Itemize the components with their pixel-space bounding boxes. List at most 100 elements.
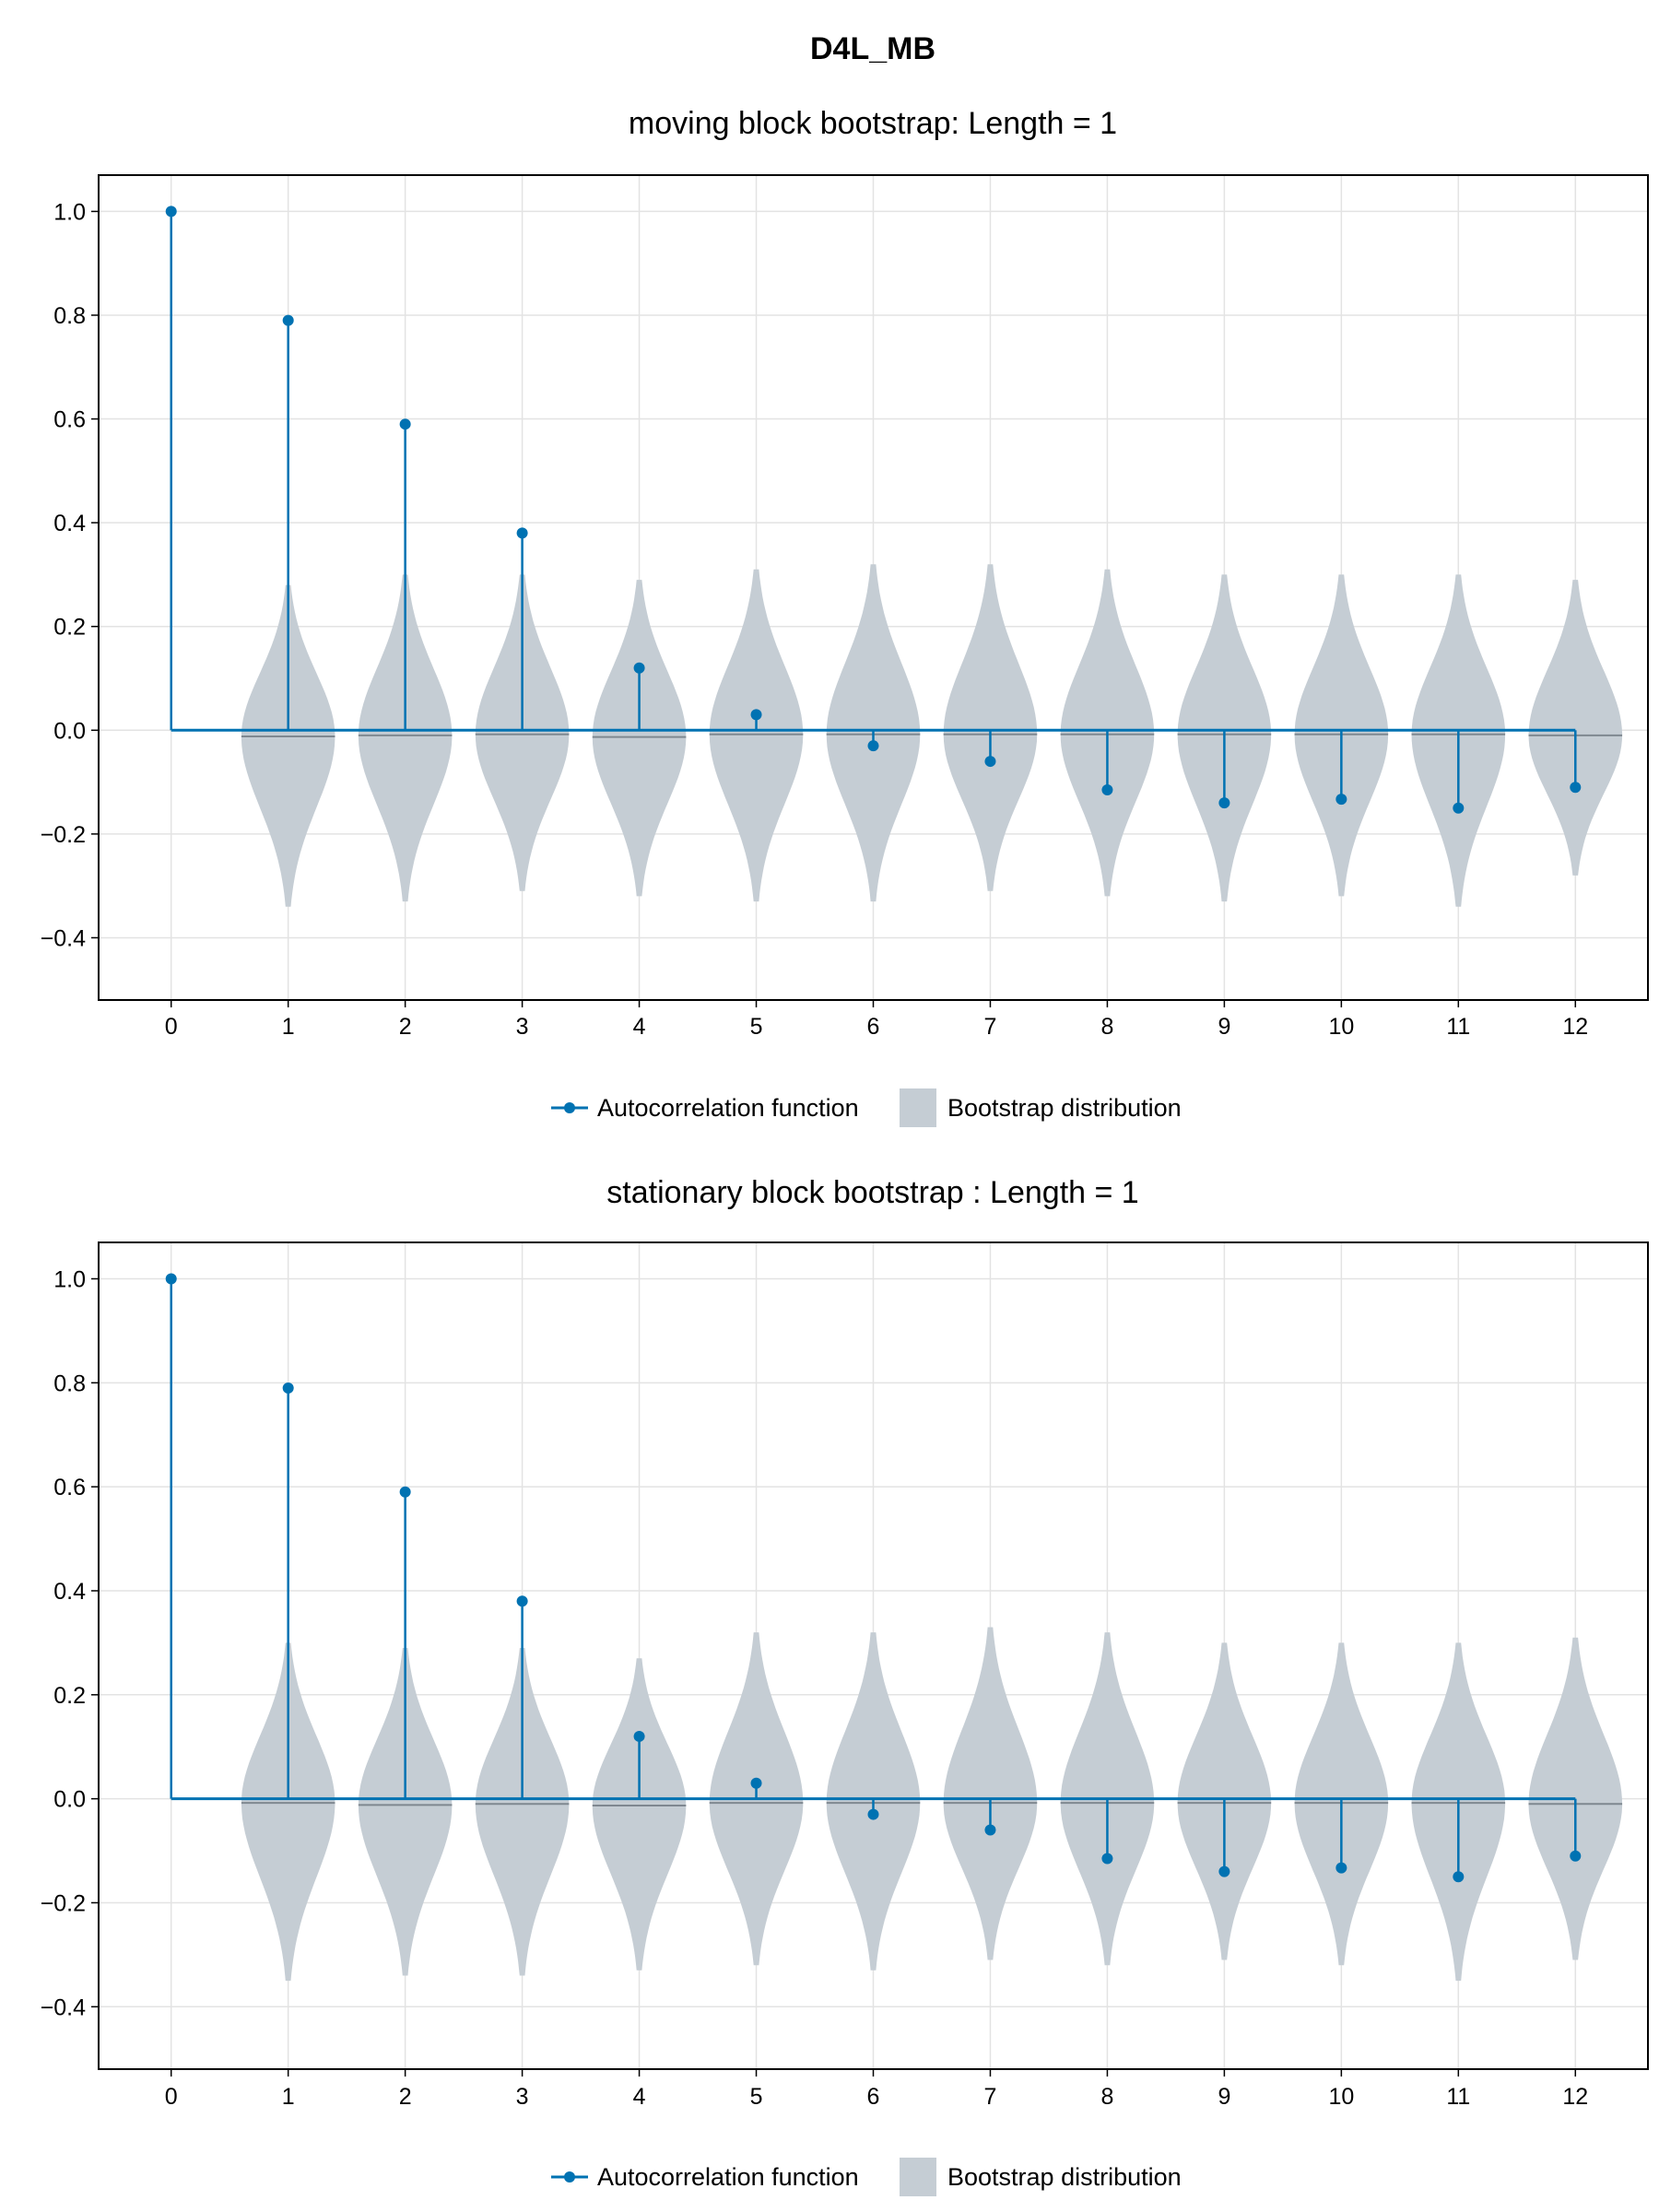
x-tick-label: 5 (750, 2084, 763, 2110)
x-tick-label: 0 (165, 2084, 178, 2110)
y-tick-label: −0.2 (41, 1890, 86, 1916)
y-tick-label: −0.4 (41, 925, 86, 951)
y-tick-label: −0.2 (41, 822, 86, 848)
acf-point-lag-2 (399, 1486, 411, 1498)
acf-point-lag-11 (1453, 802, 1465, 814)
y-tick-label: 0.6 (53, 407, 86, 433)
acf-point-lag-8 (1101, 784, 1113, 796)
acf-point-lag-5 (750, 1777, 762, 1789)
acf-point-lag-1 (282, 314, 294, 326)
acf-point-lag-7 (984, 1824, 996, 1836)
acf-point-lag-8 (1101, 1853, 1113, 1865)
acf-point-lag-6 (867, 1808, 879, 1820)
y-tick-label: 0.6 (53, 1475, 86, 1500)
y-tick-label: 0.2 (53, 615, 86, 641)
acf-point-lag-12 (1570, 782, 1582, 794)
x-tick-label: 9 (1218, 1014, 1230, 1040)
acf-point-lag-2 (399, 418, 411, 430)
x-tick-label: 4 (633, 1014, 646, 1040)
x-tick-label: 7 (984, 2084, 997, 2110)
acf-point-lag-7 (984, 756, 996, 768)
y-tick-label: −0.4 (41, 1994, 86, 2020)
y-tick-label: 0.0 (53, 1787, 86, 1813)
x-tick-label: 2 (399, 2084, 412, 2110)
acf-point-lag-4 (633, 1730, 645, 1742)
acf-point-lag-3 (516, 527, 528, 539)
y-tick-label: 0.2 (53, 1683, 86, 1709)
panel-title: moving block bootstrap: Length = 1 (629, 106, 1117, 141)
acf-point-lag-9 (1218, 1865, 1230, 1877)
legend-acf-marker (564, 2171, 575, 2183)
acf-point-lag-10 (1335, 1862, 1347, 1874)
x-axis: 0 1 2 3 4 5 6 7 8 9 10 11 12 (165, 2069, 1588, 2110)
x-tick-label: 10 (1328, 1014, 1354, 1040)
violin-lag-2 (358, 1648, 453, 1976)
y-tick-label: 1.0 (53, 1266, 86, 1292)
acf-point-lag-4 (633, 662, 645, 674)
acf-point-lag-0 (165, 206, 177, 218)
x-tick-label: 3 (516, 2084, 529, 2110)
acf-point-lag-5 (750, 709, 762, 721)
moving-block-panel: moving block bootstrap: Length = 1−0.4−0… (41, 106, 1649, 1127)
legend-bootstrap-label: Bootstrap distribution (947, 1094, 1182, 1122)
violin-lag-12 (1528, 580, 1623, 876)
acf-point-lag-11 (1453, 1871, 1465, 1883)
x-tick-label: 9 (1218, 2084, 1230, 2110)
stationary-block-panel: stationary block bootstrap : Length = 1 −… (41, 1175, 1649, 2196)
acf-point-lag-12 (1570, 1850, 1582, 1862)
legend-bootstrap-swatch (900, 1088, 936, 1127)
acf-point-lag-0 (165, 1273, 177, 1285)
x-tick-label: 12 (1562, 2084, 1588, 2110)
panel-title: stationary block bootstrap : Length = 1 (606, 1175, 1138, 1210)
violin-lag-3 (475, 574, 570, 891)
violin-lag-5 (709, 569, 804, 902)
acf-series (165, 1273, 1582, 1883)
x-tick-label: 2 (399, 1014, 412, 1040)
y-axis: −0.4 −0.2 0.0 0.2 0.4 0.6 0.8 1.0 (41, 1266, 99, 2020)
legend-bootstrap-swatch (900, 2158, 936, 2196)
acf-point-lag-6 (867, 740, 879, 752)
x-tick-label: 7 (984, 1014, 997, 1040)
legend-bootstrap-label: Bootstrap distribution (947, 2163, 1182, 2191)
legend-acf-label: Autocorrelation function (597, 2163, 859, 2191)
acf-point-lag-1 (282, 1382, 294, 1394)
violin-lag-4 (592, 580, 687, 897)
x-tick-label: 3 (516, 1014, 529, 1040)
y-tick-label: 0.8 (53, 1371, 86, 1396)
acf-point-lag-9 (1218, 797, 1230, 809)
legend-acf-marker (564, 1102, 575, 1113)
y-tick-label: 0.4 (53, 511, 86, 536)
acf-point-lag-10 (1335, 794, 1347, 806)
violin-lag-1 (241, 1642, 335, 1982)
x-tick-label: 12 (1562, 1014, 1588, 1040)
acf-point-lag-3 (516, 1595, 528, 1607)
x-tick-label: 11 (1446, 2084, 1470, 2110)
x-tick-label: 1 (282, 1014, 295, 1040)
violin-lag-2 (358, 574, 453, 902)
x-tick-label: 8 (1100, 1014, 1113, 1040)
acf-series (165, 206, 1582, 814)
x-tick-label: 11 (1446, 1014, 1470, 1040)
legend-acf-label: Autocorrelation function (597, 1094, 859, 1122)
legend: Autocorrelation function Bootstrap distri… (551, 1088, 1182, 1127)
x-tick-label: 10 (1328, 2084, 1354, 2110)
x-tick-label: 1 (282, 2084, 295, 2110)
y-tick-label: 0.8 (53, 303, 86, 329)
violin-lag-3 (475, 1648, 570, 1976)
figure-title: D4L_MB (810, 31, 935, 66)
y-tick-label: 1.0 (53, 199, 86, 225)
y-axis: −0.4 −0.2 0.0 0.2 0.4 0.6 0.8 1.0 (41, 199, 99, 951)
x-tick-label: 8 (1100, 2084, 1113, 2110)
x-tick-label: 0 (165, 1014, 178, 1040)
x-tick-label: 6 (867, 1014, 880, 1040)
violin-lag-4 (592, 1658, 687, 1971)
x-tick-label: 4 (633, 2084, 646, 2110)
y-tick-label: 0.0 (53, 718, 86, 744)
y-tick-label: 0.4 (53, 1579, 86, 1605)
violin-lag-7 (943, 1627, 1038, 1960)
x-tick-label: 5 (750, 1014, 763, 1040)
violin-lag-1 (241, 584, 335, 907)
legend: Autocorrelation function Bootstrap distri… (551, 2158, 1182, 2196)
x-tick-label: 6 (867, 2084, 880, 2110)
